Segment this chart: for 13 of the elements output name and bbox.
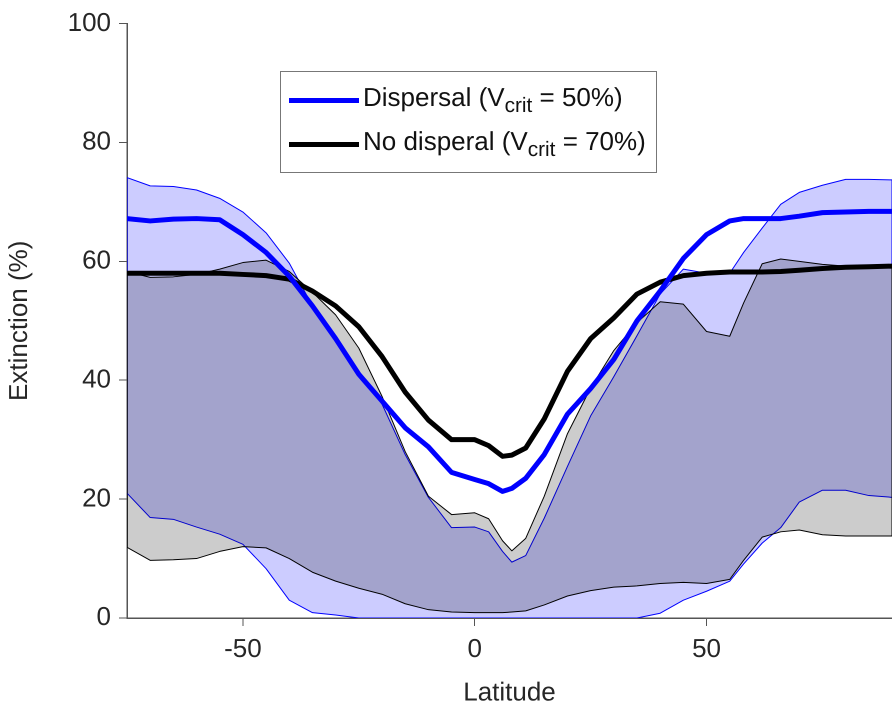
y-axis-title: Extinction (%) xyxy=(2,240,33,401)
y-tick-label: 80 xyxy=(82,126,111,156)
y-tick-label: 100 xyxy=(68,6,111,37)
x-axis-title: Latitude xyxy=(463,676,556,707)
x-tick-label: 0 xyxy=(467,632,482,663)
y-tick-label: 0 xyxy=(96,601,111,632)
y-tick-label: 40 xyxy=(82,363,111,394)
legend-label: No disperal (V$_{crit}$ = 70%) xyxy=(363,126,646,162)
legend-label: Dispersal (V$_{crit}$ = 50%) xyxy=(363,82,623,118)
y-tick-label: 20 xyxy=(82,482,111,512)
x-tick-label: 50 xyxy=(692,632,722,663)
y-tick-label: 60 xyxy=(82,244,111,275)
x-tick-label: -50 xyxy=(224,632,262,663)
